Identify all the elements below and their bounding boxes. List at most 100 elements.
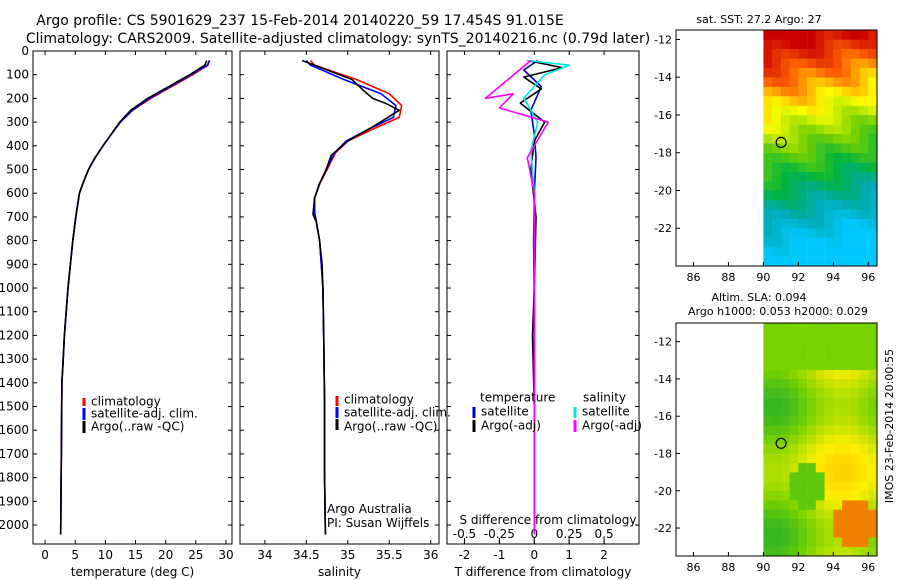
- map-cell: [798, 86, 808, 97]
- map-cell: [798, 162, 808, 172]
- map-cell: [833, 528, 843, 538]
- map-cell: [789, 323, 799, 333]
- map-cell: [772, 462, 782, 473]
- map-cell: [798, 490, 808, 501]
- map-cell: [763, 406, 773, 417]
- map-cell: [824, 546, 834, 557]
- map-cell: [815, 124, 825, 135]
- map-cell: [772, 171, 782, 182]
- map-cell: [807, 228, 817, 238]
- map-cell: [772, 397, 782, 408]
- map-cell: [798, 67, 808, 78]
- map-cell: [807, 181, 817, 191]
- x-tick-label: 1: [565, 548, 573, 562]
- map-cell: [772, 388, 782, 398]
- map-cell: [780, 199, 790, 210]
- x-tick-label: -1: [493, 548, 505, 562]
- map-cell: [859, 434, 869, 445]
- map-cell: [824, 190, 834, 201]
- map-cell: [842, 425, 851, 436]
- map-cell: [824, 323, 834, 333]
- map-cell: [780, 518, 790, 529]
- map-cell: [833, 105, 843, 116]
- y-tick-label: 1000: [0, 281, 29, 295]
- map-cell: [833, 518, 843, 529]
- map-cell: [807, 105, 817, 116]
- map-cell: [815, 96, 825, 106]
- map-cell: [772, 209, 782, 220]
- legend-label-climatology: climatology: [344, 393, 414, 407]
- map-cell: [833, 209, 843, 220]
- map-cell: [824, 256, 834, 267]
- map-cell: [780, 434, 790, 445]
- map-cell: [824, 397, 834, 408]
- map-cell: [798, 444, 808, 454]
- map-cell: [772, 133, 782, 144]
- map-cell: [772, 434, 782, 445]
- map-cell: [780, 247, 790, 257]
- map-cell: [833, 332, 843, 342]
- map-cell: [833, 323, 843, 333]
- map-cell: [859, 323, 869, 333]
- map-cell: [842, 124, 851, 135]
- map-cell: [868, 500, 878, 510]
- map-cell: [824, 351, 834, 361]
- map-cell: [859, 509, 869, 519]
- map-cell: [859, 39, 869, 50]
- map-cell: [833, 124, 843, 135]
- map-cell: [850, 39, 860, 50]
- map-cell: [772, 190, 782, 201]
- map-cell: [772, 162, 782, 172]
- map-cell: [772, 30, 782, 40]
- legend-header-salinity: salinity: [583, 391, 626, 405]
- map-cell: [815, 332, 825, 342]
- credit-line-2: PI: Susan Wijffels: [327, 516, 429, 530]
- map-cell: [859, 406, 869, 417]
- y-tick-label: 1900: [0, 494, 29, 508]
- map-cell: [798, 30, 808, 40]
- map-cell: [807, 388, 817, 398]
- map-cell: [807, 434, 817, 445]
- map-cell: [807, 199, 817, 210]
- map-cell: [850, 425, 860, 436]
- map-cell: [815, 30, 825, 40]
- map-cell: [824, 360, 834, 370]
- map-cell: [859, 58, 869, 68]
- plot-frame: [32, 50, 233, 545]
- map-cell: [798, 341, 808, 352]
- y-tick-label: 2000: [0, 518, 29, 532]
- map-cell: [850, 378, 860, 389]
- map-cell: [815, 199, 825, 210]
- map-cell: [798, 115, 808, 125]
- map-cell: [815, 406, 825, 417]
- map-cell: [815, 209, 825, 220]
- map-cell: [850, 462, 860, 473]
- map-cell: [789, 444, 799, 454]
- map-cell: [842, 105, 851, 116]
- map-cell: [780, 378, 790, 389]
- map-cell: [824, 237, 834, 248]
- map-cell: [833, 462, 843, 473]
- map-cell: [859, 481, 869, 491]
- map-cell: [807, 481, 817, 491]
- map-cell: [772, 518, 782, 529]
- map-cell: [807, 115, 817, 125]
- map-cell: [824, 162, 834, 172]
- map-cell: [868, 58, 878, 68]
- map-cell: [815, 86, 825, 97]
- map-cell: [780, 190, 790, 201]
- map-cell: [815, 434, 825, 445]
- map-cell: [842, 199, 851, 210]
- map-cell: [798, 48, 808, 59]
- map-cell: [833, 86, 843, 97]
- map-cell: [824, 453, 834, 464]
- map-cell: [798, 237, 808, 248]
- map-cell: [842, 509, 851, 519]
- map-cell: [833, 481, 843, 491]
- map-cell: [798, 58, 808, 68]
- map-cell: [850, 237, 860, 248]
- map-cell: [772, 490, 782, 501]
- map-cell: [807, 509, 817, 519]
- map-cell: [763, 369, 773, 380]
- map-cell: [833, 133, 843, 144]
